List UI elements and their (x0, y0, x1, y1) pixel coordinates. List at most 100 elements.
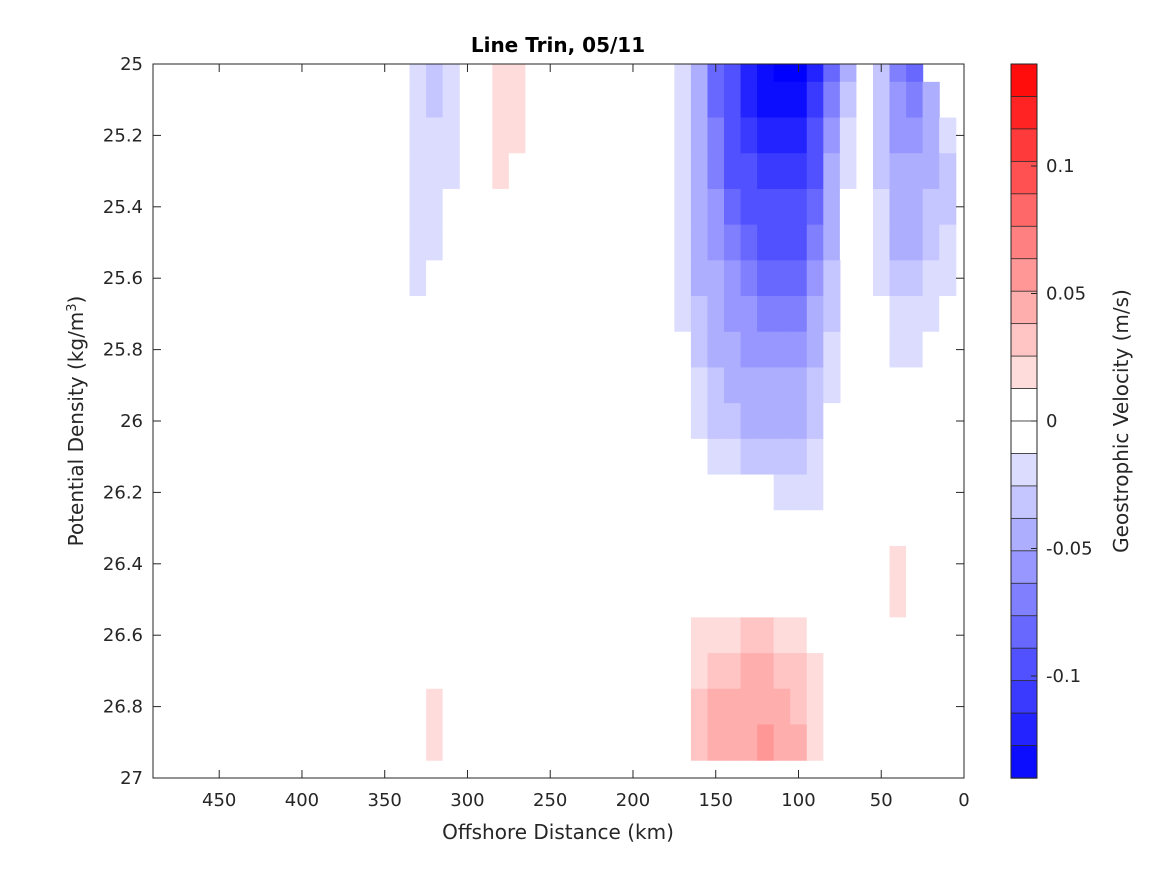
contour-cell (757, 188, 775, 226)
colorbar-ticks: 0.1 0.05 0 -0.05 -0.1 (1031, 156, 1093, 687)
contour-cell (707, 581, 725, 618)
contour-cell (690, 724, 709, 761)
contour-cell (707, 438, 725, 476)
contour-cell (906, 81, 924, 119)
contour-cell (806, 510, 824, 547)
contour-cell (790, 224, 808, 261)
contour-cell (806, 260, 824, 297)
contour-cell (872, 581, 891, 618)
contour-cell (624, 331, 642, 369)
contour-cell (409, 188, 427, 226)
contour-cell (856, 260, 874, 297)
contour-cell (922, 260, 940, 297)
contour-cell (492, 64, 510, 83)
contour-cell (674, 188, 692, 226)
contour-cell (442, 153, 460, 190)
x-tick-label: 150 (699, 790, 733, 811)
contour-cell (641, 188, 659, 226)
contour-cell (790, 474, 808, 511)
contour-cell (790, 510, 808, 547)
contour-cell (806, 81, 824, 119)
contour-cell (856, 688, 874, 726)
contour-cell (641, 688, 659, 726)
contour-cell (177, 81, 212, 119)
contour-cell (790, 403, 808, 440)
colorbar-segment (1010, 485, 1038, 520)
contour-cell (492, 296, 510, 333)
contour-cell (244, 117, 262, 154)
contour-cell (773, 64, 791, 83)
y-tick-label: 26.2 (103, 482, 143, 503)
contour-cell (889, 545, 907, 583)
contour-cell (757, 153, 775, 190)
contour-cell (806, 688, 824, 726)
contour-cell (839, 117, 858, 154)
contour-cell (906, 117, 924, 154)
x-tick-label: 350 (368, 790, 402, 811)
contour-cell (724, 260, 742, 297)
contour-cell (674, 653, 692, 690)
contour-cell (277, 188, 295, 226)
contour-cell (426, 117, 444, 154)
contour-cell (856, 545, 874, 583)
contour-cell (707, 724, 725, 761)
contour-cell (889, 64, 907, 83)
contour-cell (872, 224, 891, 261)
contour-cell (806, 64, 824, 83)
contour-cell (426, 260, 444, 297)
contour-cell (872, 188, 891, 226)
contour-cell (409, 724, 427, 761)
contour-cell (707, 653, 725, 690)
contour-cell (426, 724, 444, 761)
contour-cell (442, 724, 460, 761)
contour-cell (906, 545, 924, 583)
contour-cell (922, 581, 940, 618)
contour-cell (856, 510, 874, 547)
contour-cell (707, 296, 725, 333)
contour-cell (690, 81, 709, 119)
contour-cell (177, 64, 212, 83)
contour-cell (475, 188, 493, 226)
contour-cell (757, 224, 775, 261)
colorbar-segment (1010, 582, 1038, 617)
contour-cell (161, 224, 179, 261)
contour-cell (806, 474, 824, 511)
contour-cell (392, 296, 411, 333)
contour-cell (277, 117, 295, 154)
contour-cell (724, 188, 742, 226)
contour-cell (707, 153, 725, 190)
contour-cell (790, 724, 808, 761)
y-tick-label: 26.4 (103, 554, 143, 575)
contour-cell (872, 438, 891, 476)
contour-cell (724, 81, 742, 119)
contour-cell (856, 117, 874, 154)
contour-cell (823, 438, 841, 476)
contour-cell (740, 331, 758, 369)
contour-cell (740, 64, 758, 83)
contour-cell (674, 367, 692, 404)
contour-cell (823, 617, 841, 654)
contour-cell (724, 438, 742, 476)
x-tick-label: 50 (870, 790, 893, 811)
contour-cell (872, 331, 891, 369)
contour-cell (922, 510, 940, 547)
contour-cell (525, 188, 543, 226)
contour-cell (939, 296, 957, 333)
colorbar-segment (1010, 193, 1038, 227)
contour-cell (790, 331, 808, 369)
colorbar-segment (1010, 258, 1038, 292)
contour-cell (790, 438, 808, 476)
contour-cell (872, 688, 891, 726)
contour-cell (707, 188, 725, 226)
contour-cell (641, 153, 659, 190)
contour-cell (707, 331, 725, 369)
contour-cell (409, 296, 427, 333)
contour-cell (475, 81, 493, 119)
contour-cell (409, 260, 427, 297)
contour-cell (426, 224, 444, 261)
contour-cell (161, 81, 179, 119)
contour-cell (724, 367, 742, 404)
contour-cell (839, 188, 858, 226)
contour-cell (823, 474, 841, 511)
contour-cell (326, 403, 344, 440)
